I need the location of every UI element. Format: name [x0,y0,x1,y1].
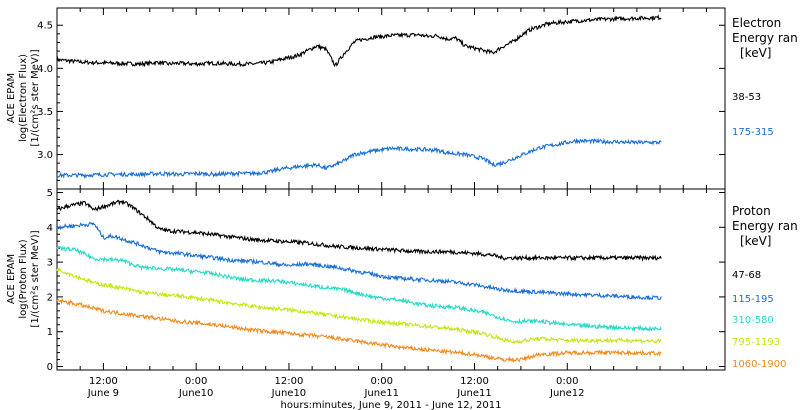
proton-ytick-label: 5 [47,188,53,199]
proton-ytick-label: 2 [47,292,53,303]
electron-legend-item-38-53: 38-53 [732,92,761,103]
electron-ylabel-line2: log(Electron Flux) [18,54,29,142]
electron-ylabel-line3: [1/(cm²s ster MeV)] [30,49,41,146]
proton-legend-title: Proton [732,204,771,218]
proton-plot-frame [56,188,726,371]
proton-series-795-1193 [56,266,662,345]
x-tick-date-label: June 9 [87,388,119,399]
proton-legend-item-310-580: 310-580 [732,315,774,326]
proton-legend-item-115-195: 115-195 [732,294,774,305]
electron-legend-unit: [keV] [740,46,771,60]
electron-legend-item-175-315: 175-315 [732,127,774,138]
x-tick-time-label: 12:00 [275,376,304,387]
electron-series-38-53 [56,14,662,68]
proton-series-115-195 [56,221,662,301]
electron-legend-subtitle: Energy ran [732,31,798,45]
proton-ylabel-line2: log(Proton Flux) [18,239,29,318]
x-tick-time-label: 0:00 [370,376,392,387]
electron-ytick-label: 4.5 [37,21,53,32]
proton-ytick-label: 3 [47,258,53,269]
proton-ylabel-line1: ACE EPAM [6,254,17,304]
proton-panel: 0 1 2 3 4 5 ACE EPAM log(Proton Flux) [1/(cm²… [6,188,798,373]
proton-legend-item-1060-1900: 1060-1900 [732,359,787,370]
proton-ytick-label: 0 [47,362,53,373]
electron-legend: Electron Energy ran [keV] 38-53 175-315 [732,16,798,138]
proton-ytick-label: 1 [47,327,53,338]
electron-panel: 3.0 3.5 4.0 4.5 ACE EPAM log(Electron Flux)… [6,7,798,190]
electron-ylabel-line1: ACE EPAM [6,73,17,123]
x-axis-ticks [79,8,707,370]
x-tick-date-label: June10 [178,388,214,399]
proton-legend-unit: [keV] [740,234,771,248]
x-tick-time-label: 12:00 [89,376,118,387]
electron-series-175-315 [56,137,662,179]
proton-series-47-68 [56,199,662,262]
electron-y-ticks: 3.0 3.5 4.0 4.5 [37,21,725,181]
x-tick-date-label: June10 [271,388,307,399]
electron-legend-title: Electron [732,16,781,30]
proton-series-1060-1900 [56,297,662,363]
electron-ytick-label: 4.0 [37,64,53,75]
proton-legend-item-795-1193: 795-1193 [732,337,780,348]
x-tick-date-label: June11 [456,388,492,399]
proton-ytick-label: 4 [47,223,53,234]
x-tick-date-label: June12 [549,388,585,399]
proton-series-310-580 [56,245,662,333]
proton-ylabel-line3: [1/(cm²s ster MeV)] [30,230,41,327]
electron-ytick-label: 3.5 [37,107,53,118]
x-tick-time-label: 0:00 [556,376,578,387]
electron-ytick-label: 3.0 [37,150,53,161]
proton-legend-subtitle: Energy ran [732,219,798,233]
proton-series [56,199,662,363]
electron-series [56,14,662,179]
x-tick-date-label: June11 [363,388,399,399]
x-tick-time-label: 0:00 [185,376,207,387]
x-axis-title: hours:minutes, June 9, 2011 - June 12, 2… [281,400,502,410]
proton-legend-item-47-68: 47-68 [732,270,761,281]
proton-legend: Proton Energy ran [keV] 47-68 115-195 31… [732,204,798,370]
x-tick-time-label: 12:00 [460,376,489,387]
